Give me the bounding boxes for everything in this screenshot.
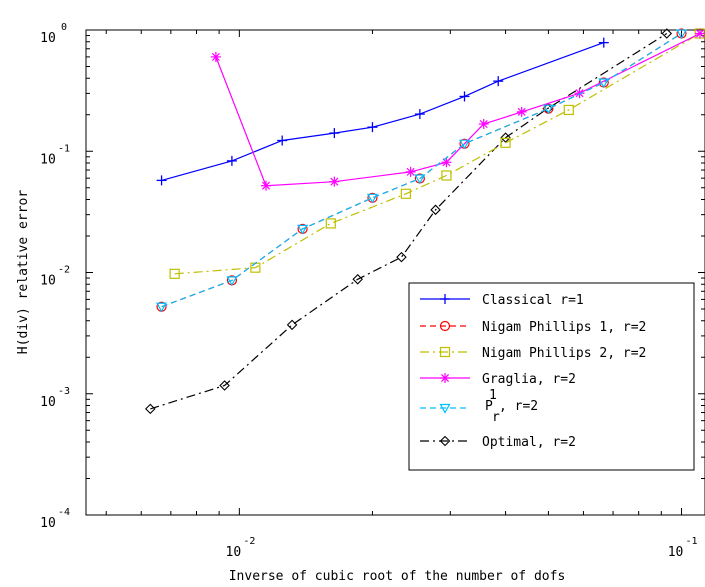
data-point xyxy=(396,251,407,263)
legend-label: Nigam Phillips 2, r=2 xyxy=(482,346,646,361)
data-point xyxy=(367,122,378,133)
legend-marker xyxy=(440,373,450,383)
x-tick-exponent: -1 xyxy=(686,536,698,547)
plot-series xyxy=(145,28,705,415)
data-point xyxy=(352,274,363,285)
data-point xyxy=(226,276,238,287)
series-line xyxy=(150,32,668,410)
data-point xyxy=(156,302,168,313)
data-point xyxy=(400,188,411,199)
x-axis-label: Inverse of cubic root of the number of d… xyxy=(229,569,566,584)
x-tick-label: 10 xyxy=(668,545,684,560)
data-point xyxy=(500,132,511,143)
data-point xyxy=(430,204,441,216)
series-5 xyxy=(156,29,688,313)
legend-entry-3: Nigam Phillips 2, r=2 xyxy=(420,346,646,361)
y-tick-label: 10 xyxy=(40,516,56,531)
data-point xyxy=(459,91,470,102)
legend-marker xyxy=(439,346,451,358)
legend-label: P xyxy=(485,399,493,414)
data-point xyxy=(210,51,221,62)
legend-marker xyxy=(439,435,451,447)
legend-box xyxy=(408,282,695,471)
y-tick-label: 10 xyxy=(40,31,56,46)
data-point xyxy=(277,135,288,146)
data-point xyxy=(329,176,340,187)
data-point xyxy=(493,76,504,87)
legend-entry-4: Graglia, r=2 xyxy=(420,372,576,387)
data-point xyxy=(329,128,340,139)
y-tick-label: 10 xyxy=(40,395,56,410)
data-point xyxy=(414,174,426,185)
data-point xyxy=(516,106,527,117)
data-point xyxy=(156,175,167,186)
data-point xyxy=(325,218,336,229)
legend-label: , r=2 xyxy=(499,399,538,414)
data-point xyxy=(542,104,554,115)
data-point xyxy=(563,104,574,116)
legend-marker xyxy=(439,403,451,414)
legend-marker xyxy=(439,320,451,332)
y-tick-exponent: -1 xyxy=(58,143,70,154)
series-4 xyxy=(210,28,705,191)
data-point xyxy=(169,268,180,279)
series-line xyxy=(174,32,701,275)
legend-label-superscript: 1 xyxy=(489,388,497,403)
data-point xyxy=(661,28,673,39)
data-point xyxy=(458,139,471,150)
y-tick-label: 10 xyxy=(40,152,56,167)
y-tick-exponent: -4 xyxy=(58,507,70,518)
y-tick-exponent: -3 xyxy=(58,386,70,397)
data-point xyxy=(441,170,452,181)
data-point xyxy=(145,403,156,415)
y-axis-label: H(div) relative error xyxy=(16,190,31,355)
legend-label-subscript: r xyxy=(492,410,500,425)
legend-entry-5: P1 r, r=2 xyxy=(420,388,538,425)
data-point xyxy=(441,157,452,168)
legend-marker xyxy=(440,294,450,304)
legend-label: Graglia, r=2 xyxy=(482,372,576,387)
series-1 xyxy=(156,37,609,186)
data-point xyxy=(500,137,511,148)
legend-label: Nigam Phillips 1, r=2 xyxy=(482,320,646,335)
data-point xyxy=(574,88,585,99)
data-point xyxy=(219,380,230,391)
data-point xyxy=(261,180,272,191)
data-point xyxy=(598,37,609,48)
legend-label: Classical r=1 xyxy=(482,293,584,308)
data-point xyxy=(226,155,237,166)
data-point xyxy=(286,319,298,331)
legend-entry-2: Nigam Phillips 1, r=2 xyxy=(420,320,646,335)
y-tick-label: 10 xyxy=(40,274,56,289)
data-point xyxy=(478,119,489,130)
data-point xyxy=(405,166,416,177)
data-point xyxy=(297,224,309,235)
data-point xyxy=(598,78,610,89)
data-point xyxy=(676,29,688,40)
data-point xyxy=(414,109,425,120)
data-point xyxy=(366,193,378,204)
legend: Classical r=1 Nigam Phillips 1, r=2 Nigam … xyxy=(408,282,695,471)
x-tick-exponent: -2 xyxy=(243,536,255,547)
legend-label: Optimal, r=2 xyxy=(482,435,576,450)
x-tick-label: 10 xyxy=(226,545,242,560)
legend-entry-1: Classical r=1 xyxy=(420,293,584,308)
data-point xyxy=(695,28,705,39)
legend-entry-6: Optimal, r=2 xyxy=(420,435,576,450)
series-line xyxy=(161,32,682,308)
y-tick-exponent: 0 xyxy=(61,22,67,33)
y-tick-exponent: -2 xyxy=(58,265,70,276)
